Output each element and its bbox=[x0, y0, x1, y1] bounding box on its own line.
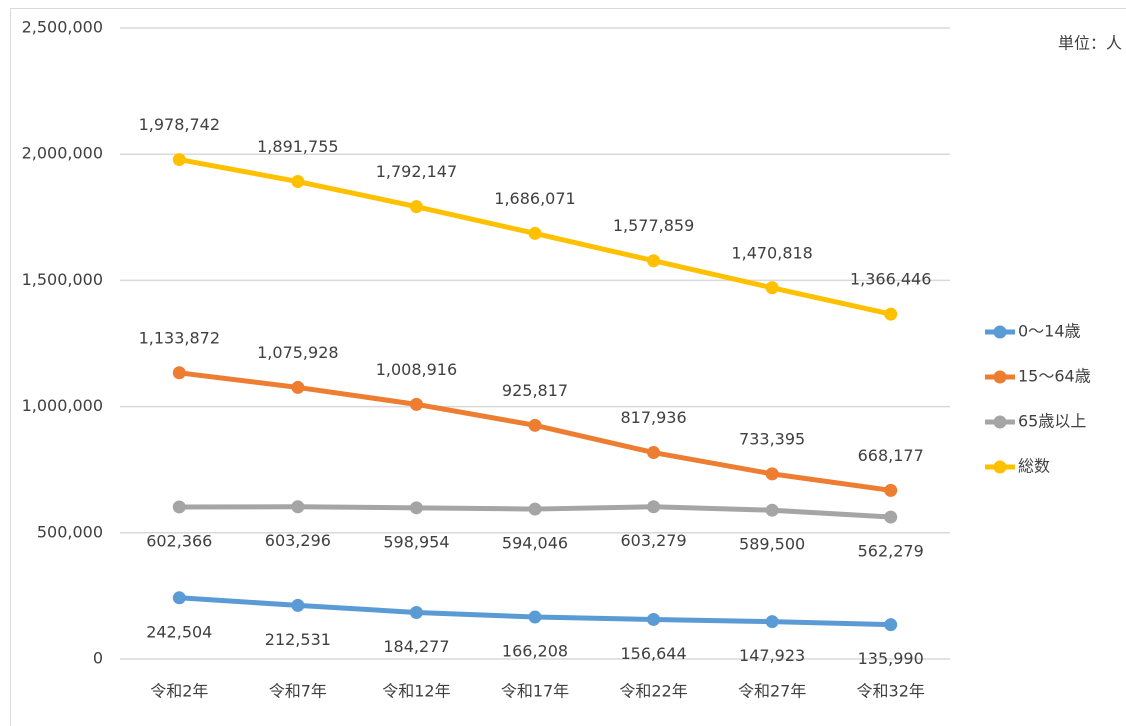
data-label: 166,208 bbox=[502, 642, 568, 661]
data-point bbox=[765, 615, 779, 629]
data-point bbox=[528, 418, 542, 432]
x-tick-label: 令和17年 bbox=[501, 682, 569, 701]
data-point bbox=[765, 281, 779, 295]
legend-marker bbox=[993, 415, 1007, 429]
data-label: 1,891,755 bbox=[257, 137, 338, 156]
data-point bbox=[647, 612, 661, 626]
data-point bbox=[172, 366, 186, 380]
data-point bbox=[172, 500, 186, 514]
data-label: 135,990 bbox=[858, 649, 924, 668]
data-point bbox=[765, 503, 779, 517]
data-label: 817,936 bbox=[620, 408, 686, 427]
data-label: 562,279 bbox=[858, 542, 924, 561]
data-label: 147,923 bbox=[739, 646, 805, 665]
data-label: 1,008,916 bbox=[376, 360, 457, 379]
data-label: 242,504 bbox=[146, 622, 212, 641]
chart-border bbox=[10, 8, 1126, 726]
data-point bbox=[172, 591, 186, 605]
data-label: 925,817 bbox=[502, 381, 568, 400]
legend-marker bbox=[993, 325, 1007, 339]
y-tick-label: 0 bbox=[93, 649, 103, 668]
y-tick-label: 500,000 bbox=[37, 522, 103, 541]
data-label: 594,046 bbox=[502, 534, 568, 553]
y-tick-label: 2,000,000 bbox=[22, 144, 103, 163]
data-point bbox=[884, 483, 898, 497]
legend-label: 65歳以上 bbox=[1018, 412, 1086, 431]
data-label: 1,792,147 bbox=[376, 162, 457, 181]
data-label: 1,978,742 bbox=[139, 115, 220, 134]
data-label: 733,395 bbox=[739, 429, 805, 448]
x-tick-label: 令和32年 bbox=[857, 682, 925, 701]
y-tick-label: 1,500,000 bbox=[22, 270, 103, 289]
legend-label: 15～64歳 bbox=[1018, 367, 1091, 386]
data-point bbox=[528, 226, 542, 240]
data-point bbox=[291, 175, 305, 189]
legend-marker bbox=[993, 370, 1007, 384]
data-label: 603,296 bbox=[265, 531, 331, 550]
data-point bbox=[884, 618, 898, 632]
data-label: 668,177 bbox=[858, 446, 924, 465]
data-point bbox=[884, 510, 898, 524]
data-label: 602,366 bbox=[146, 531, 212, 550]
legend-label: 総数 bbox=[1018, 457, 1050, 476]
data-label: 184,277 bbox=[383, 637, 449, 656]
data-label: 1,577,859 bbox=[613, 216, 694, 235]
data-point bbox=[647, 254, 661, 268]
data-point bbox=[172, 153, 186, 167]
data-point bbox=[291, 598, 305, 612]
data-point bbox=[409, 605, 423, 619]
data-label: 589,500 bbox=[739, 535, 805, 554]
data-label: 156,644 bbox=[620, 644, 686, 663]
y-tick-label: 1,000,000 bbox=[22, 396, 103, 415]
data-point bbox=[647, 500, 661, 514]
data-point bbox=[409, 397, 423, 411]
data-label: 1,075,928 bbox=[257, 343, 338, 362]
data-point bbox=[409, 501, 423, 515]
data-point bbox=[528, 610, 542, 624]
data-label: 1,686,071 bbox=[494, 189, 575, 208]
data-label: 212,531 bbox=[265, 630, 331, 649]
data-point bbox=[884, 307, 898, 321]
data-point bbox=[647, 446, 661, 460]
data-point bbox=[528, 502, 542, 516]
x-tick-label: 令和22年 bbox=[619, 682, 687, 701]
data-label: 598,954 bbox=[383, 532, 449, 551]
legend-label: 0～14歳 bbox=[1018, 322, 1081, 341]
legend-marker bbox=[993, 460, 1007, 474]
data-label: 603,279 bbox=[620, 531, 686, 550]
x-tick-label: 令和12年 bbox=[382, 682, 450, 701]
data-point bbox=[291, 380, 305, 394]
data-label: 1,366,446 bbox=[850, 270, 931, 289]
data-point bbox=[765, 467, 779, 481]
data-label: 1,133,872 bbox=[139, 328, 220, 347]
data-label: 1,470,818 bbox=[731, 243, 812, 262]
x-tick-label: 令和2年 bbox=[150, 682, 208, 701]
x-tick-label: 令和27年 bbox=[738, 682, 806, 701]
unit-label: 単位：人 bbox=[1058, 34, 1122, 53]
data-point bbox=[291, 500, 305, 514]
x-tick-label: 令和7年 bbox=[269, 682, 327, 701]
y-tick-label: 2,500,000 bbox=[22, 18, 103, 37]
data-point bbox=[409, 200, 423, 214]
